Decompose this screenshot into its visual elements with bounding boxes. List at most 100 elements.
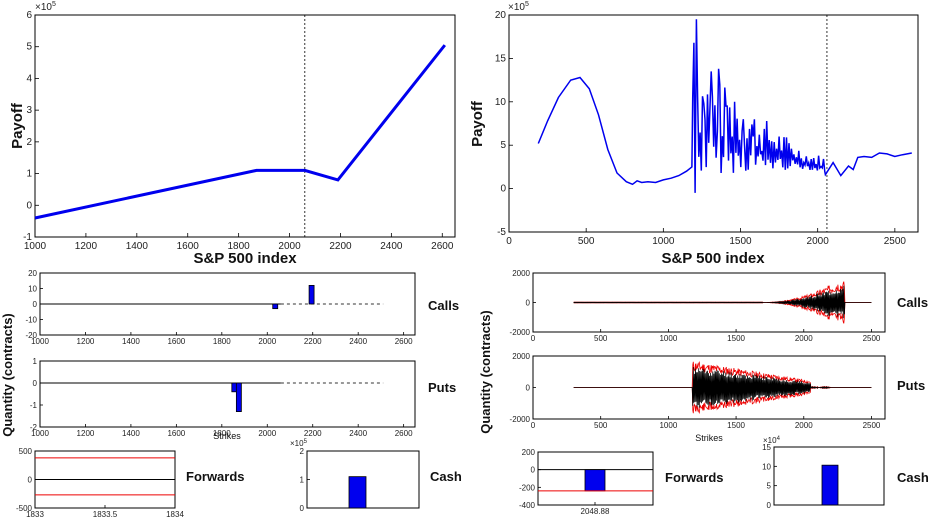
right-payoff-x-tick-label: 0 [506,236,512,247]
left-payoff-y-tick-label: 5 [26,42,32,53]
left-payoff-y-tick-label: 1 [26,169,32,180]
left-cash-bar [348,476,367,509]
right-cash-label: Cash [897,470,929,485]
left-cash-y-tick-label: 1 [300,476,305,485]
left-puts-x-tick-label: 1600 [167,429,185,438]
left-payoff-y-tick-label: 4 [26,73,32,84]
right-cash-exponent: ×104 [763,436,781,445]
left-forwards-x-tick-label: 1833.5 [93,510,118,519]
left-calls-x-tick-label: 1800 [213,337,231,346]
left-calls-x-tick-label: 1200 [77,337,95,346]
left-calls-bar [272,303,279,310]
right-payoff-axes [508,14,919,233]
right-puts-x-tick-label: 2500 [863,421,881,430]
right-puts-x-tick-label: 2000 [795,421,813,430]
right-payoff-xlabel: S&P 500 index [661,250,765,267]
right-calls-x-tick-label: 1000 [659,334,677,343]
right-puts-x-tick-label: 1000 [659,421,677,430]
left-cash-exponent: ×105 [290,439,308,448]
right-payoff-ylabel: Payoff [469,100,486,147]
left-puts-y-tick-label: 1 [33,357,38,366]
right-calls-x-tick-label: 0 [531,334,536,343]
left-payoff-x-tick-label: 2200 [329,241,352,252]
right-payoff-exponent: ×105 [508,1,529,13]
left-payoff-x-tick-label: 2400 [380,241,403,252]
left-calls-bar [308,284,315,305]
left-puts-chart: 1000 1200 1400 1600 1800 2000 2200 2400 2600 1 0 -1… [30,357,456,441]
right-calls-label: Calls [897,295,928,310]
left-cash-ticks: 2 1 0 [300,447,310,513]
right-cash-y-tick-label: 0 [767,501,772,510]
right-payoff-series-line [537,19,912,193]
right-payoff-y-tick-label: -5 [497,227,506,238]
left-payoff-ylabel: Payoff [9,102,26,149]
left-puts-bar [235,382,242,413]
left-puts-x-tick-label: 1400 [122,429,140,438]
left-payoff-x-tick-label: 1600 [177,241,200,252]
right-calls-y-tick-label: 0 [526,299,531,308]
left-calls-x-tick-label: 2200 [304,337,322,346]
left-payoff-y-tick-label: 6 [26,10,32,21]
left-puts-x-tick-label: 2200 [304,429,322,438]
left-puts-y-tick-label: 0 [33,379,38,388]
right-payoff-x-tick-label: 2500 [884,236,907,247]
left-calls-y-tick-label: -10 [25,316,37,325]
left-calls-x-tick-label: 2000 [258,337,276,346]
left-forwards-ticks: 1833 1833.5 1834 500 0 -500 [16,447,184,519]
right-forwards-y-tick-label: 200 [522,448,536,457]
left-cash-chart: ×105 2 1 0 Cash [290,439,462,513]
left-payoff-x-tick-label: 2600 [431,241,454,252]
left-puts-x-tick-label: 2000 [258,429,276,438]
left-payoff-xlabel: S&P 500 index [193,250,297,267]
right-quantity-ylabel: Quantity (contracts) [478,310,493,434]
left-payoff-x-tick-label: 1800 [228,241,251,252]
right-forwards-axes [537,451,654,506]
right-calls-black-series [573,285,872,319]
right-payoff-y-tick-label: 15 [495,53,507,64]
left-forwards-y-tick-label: 0 [28,476,33,485]
left-calls-bars [272,284,315,310]
right-calls-x-tick-label: 500 [594,334,608,343]
left-forwards-y-tick-label: -500 [16,504,33,513]
right-puts-y-tick-label: -2000 [510,415,531,424]
left-calls-label: Calls [428,298,459,313]
left-calls-x-tick-label: 2600 [395,337,413,346]
right-cash-chart: ×104 15 10 5 0 Cash [762,436,929,510]
left-puts-y-tick-label: -1 [30,401,38,410]
left-payoff-x-tick-label: 2000 [278,241,301,252]
left-calls-x-tick-label: 2400 [349,337,367,346]
right-puts-y-tick-label: 0 [526,384,531,393]
left-payoff-axes [34,14,456,238]
right-puts-label: Puts [897,378,925,393]
left-puts-y-tick-label: -2 [30,423,38,432]
right-cash-y-tick-label: 5 [767,482,772,491]
left-payoff-y-tick-label: 3 [26,105,32,116]
left-payoff-exponent: ×105 [35,1,56,13]
right-cash-y-tick-label: 10 [762,462,771,471]
left-puts-bars [231,382,242,413]
left-calls-y-tick-label: 0 [33,300,38,309]
left-payoff-chart: ×105 1000 1200 1400 1600 1800 2000 2200 2400 260… [9,1,456,267]
right-puts-black-series [573,366,872,408]
right-payoff-y-tick-label: 5 [500,140,506,151]
left-payoff-series-line [34,44,446,220]
right-calls-x-tick-label: 2000 [795,334,813,343]
left-puts-axes [39,360,416,428]
right-payoff-x-tick-label: 2000 [807,236,830,247]
right-forwards-x-tick-label: 2048.88 [581,507,610,516]
left-puts-x-tick-label: 1200 [77,429,95,438]
right-puts-y-tick-label: 2000 [512,352,530,361]
left-forwards-x-tick-label: 1834 [166,510,184,519]
left-puts-label: Puts [428,380,456,395]
left-calls-y-tick-label: 20 [28,269,37,278]
left-puts-x-tick-label: 1800 [213,429,231,438]
left-payoff-y-tick-label: -1 [23,232,32,243]
right-payoff-x-tick-label: 500 [578,236,595,247]
left-calls-x-tick-label: 1600 [167,337,185,346]
